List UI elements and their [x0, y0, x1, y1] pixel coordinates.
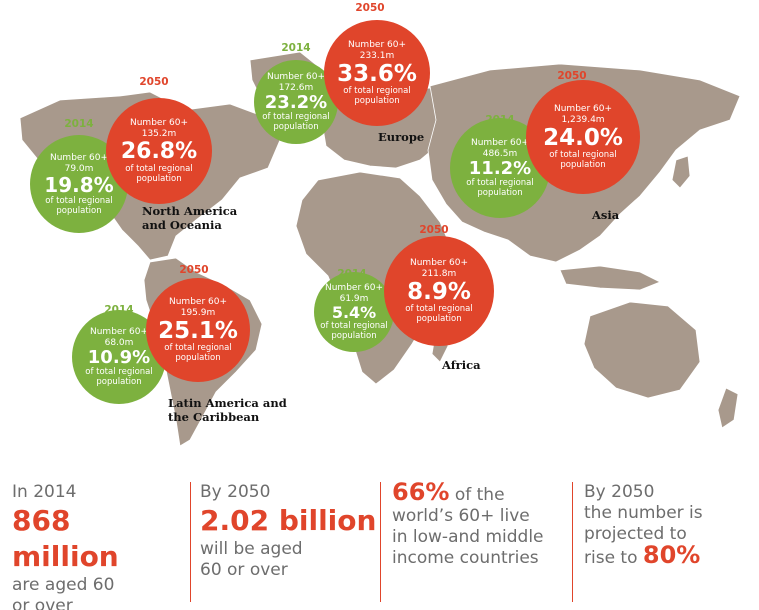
- bubble-count: 195.9m: [180, 307, 216, 318]
- bubble-subtitle: of total regional population: [164, 343, 232, 364]
- bubble-percent: 10.9%: [87, 346, 151, 368]
- bubble-label: Number 60+: [553, 103, 612, 114]
- bubble-subtitle: of total regional population: [405, 304, 473, 325]
- bubble-subtitle: of total regional population: [125, 163, 193, 184]
- bubble-af-2050: Number 60+ 211.8m 8.9% of total regional po…: [384, 236, 494, 346]
- stat-2050: By 2050 2.02 billion will be aged 60 or …: [200, 482, 380, 606]
- stat-growth-line3: projected to: [584, 524, 687, 544]
- summary-stats: In 2014 868 million are aged 60 or over …: [0, 478, 759, 610]
- region-name-na: North America and Oceania: [142, 204, 238, 232]
- bubble-la-2050: Number 60+ 195.9m 25.1% of total regional p…: [146, 278, 250, 382]
- stat-growth-value: 80%: [642, 541, 701, 569]
- stat-2014-line4: or over: [12, 596, 73, 610]
- bubble-subtitle: of total regional population: [320, 321, 388, 342]
- stat-2050-line3: will be aged: [200, 539, 303, 559]
- bubble-label: Number 60+: [129, 118, 188, 129]
- new-zealand-land: [717, 387, 739, 429]
- bubble-percent: 19.8%: [44, 172, 114, 197]
- stat-2050-value: 2.02 billion: [200, 504, 377, 537]
- bubble-count: 79.0m: [64, 163, 94, 174]
- bubble-count: 233.1m: [359, 50, 395, 61]
- bubble-count: 68.0m: [104, 337, 134, 348]
- bubble-percent: 5.4%: [331, 302, 377, 322]
- bubble-subtitle: of total regional population: [262, 112, 330, 133]
- stat-2014-value: 868 million: [12, 504, 119, 573]
- bubble-eu-2014: Number 60+ 172.6m 23.2% of total regional p…: [254, 60, 338, 144]
- bubble-count: 61.9m: [339, 293, 369, 304]
- stat-low-middle-line2: world’s 60+ live: [392, 506, 530, 526]
- divider-3: [572, 482, 573, 602]
- japan-land: [671, 155, 691, 189]
- stat-2014-intro: In 2014: [12, 482, 77, 502]
- bubble-subtitle: of total regional population: [549, 150, 617, 171]
- bubble-label: Number 60+: [49, 152, 108, 163]
- bubble-as-2014: Number 60+ 486.5m 11.2% of total regional p…: [450, 118, 550, 218]
- year-label-la-2050: 2050: [179, 264, 209, 276]
- bubble-percent: 26.8%: [120, 139, 198, 165]
- year-label-na-2050: 2050: [139, 76, 169, 88]
- bubble-percent: 33.6%: [337, 60, 417, 87]
- bubble-label: Number 60+: [168, 296, 227, 307]
- year-label-as-2050: 2050: [557, 70, 587, 82]
- stat-2014-line3: are aged 60: [12, 575, 115, 595]
- bubble-label: Number 60+: [324, 282, 383, 293]
- stat-growth-line4: rise to: [584, 548, 643, 568]
- bubble-na-2014: Number 60+ 79.0m 19.8% of total regional po…: [30, 135, 128, 233]
- bubble-eu-2050: Number 60+ 233.1m 33.6% of total regional p…: [324, 20, 430, 126]
- bubble-subtitle: of total regional population: [45, 195, 113, 216]
- bubble-percent: 23.2%: [264, 91, 328, 113]
- bubble-percent: 25.1%: [158, 317, 238, 344]
- stat-2050-intro: By 2050: [200, 482, 271, 502]
- bubble-count: 1,239.4m: [561, 114, 605, 125]
- year-label-eu-2014: 2014: [281, 42, 311, 54]
- stat-low-middle-value: 66%: [392, 478, 450, 506]
- stat-low-middle-line4: income countries: [392, 548, 539, 568]
- bubble-subtitle: of total regional population: [85, 367, 153, 388]
- bubble-label: Number 60+: [89, 326, 148, 337]
- year-label-af-2050: 2050: [419, 224, 449, 236]
- bubble-label: Number 60+: [266, 71, 325, 82]
- year-label-na-2014: 2014: [64, 118, 94, 130]
- bubble-count: 172.6m: [278, 82, 314, 93]
- divider-1: [190, 482, 191, 602]
- bubble-as-2050: Number 60+ 1,239.4m 24.0% of total regional…: [526, 80, 640, 194]
- stat-low-middle-line3: in low-and middle: [392, 527, 544, 547]
- stat-growth-line2: the number is: [584, 503, 703, 523]
- bubble-subtitle: of total regional population: [466, 178, 534, 199]
- stat-low-middle-income: 66% of the world’s 60+ live in low-and m…: [392, 480, 572, 606]
- bubble-af-2014: Number 60+ 61.9m 5.4% of total regional pop…: [314, 272, 394, 352]
- indonesia-land: [559, 265, 661, 291]
- bubble-na-2050: Number 60+ 135.2m 26.8% of total regional p…: [106, 98, 212, 204]
- region-name-la: Latin America and the Caribbean: [168, 396, 287, 424]
- bubble-label: Number 60+: [347, 39, 406, 50]
- stat-growth: By 2050 the number is projected to rise …: [584, 482, 754, 606]
- bubble-count: 135.2m: [141, 129, 177, 140]
- stat-2014: In 2014 868 million are aged 60 or over: [12, 482, 182, 610]
- bubble-label: Number 60+: [409, 257, 468, 268]
- region-name-as: Asia: [592, 208, 620, 222]
- stat-low-middle-line1: of the: [449, 485, 505, 505]
- year-label-eu-2050: 2050: [355, 2, 385, 14]
- bubble-count: 486.5m: [482, 148, 518, 159]
- bubble-subtitle: of total regional population: [343, 86, 411, 107]
- stat-2050-line4: 60 or over: [200, 560, 288, 580]
- bubble-percent: 11.2%: [468, 157, 532, 179]
- stat-growth-line1: By 2050: [584, 482, 655, 502]
- bubble-percent: 24.0%: [543, 124, 623, 151]
- bubble-percent: 8.9%: [407, 278, 471, 305]
- region-name-af: Africa: [442, 358, 481, 372]
- divider-2: [380, 482, 381, 602]
- bubble-label: Number 60+: [470, 137, 529, 148]
- region-name-eu: Europe: [378, 130, 425, 144]
- bubble-count: 211.8m: [421, 268, 457, 279]
- australia-land: [583, 301, 701, 399]
